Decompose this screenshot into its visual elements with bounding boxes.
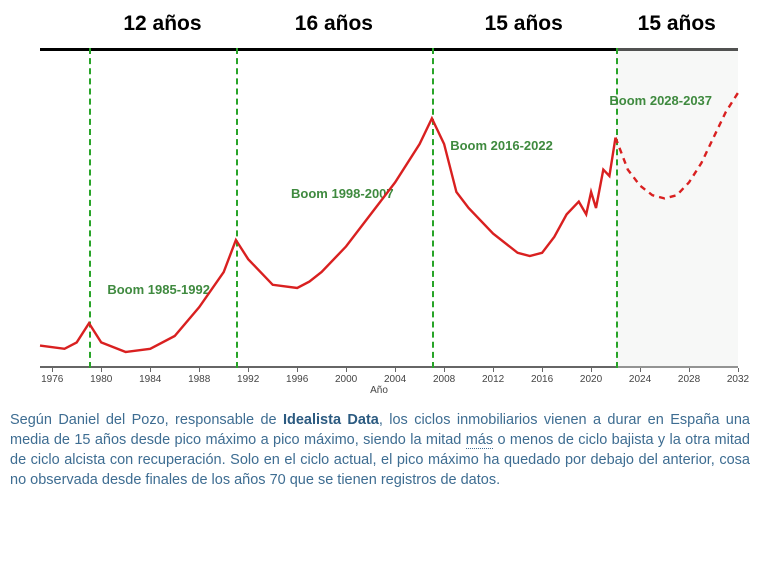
- cycle-chart: 12 años16 años15 años15 años Boom 1985-1…: [0, 0, 758, 400]
- x-tick-label: 2032: [727, 374, 749, 385]
- x-tick-mark: [444, 368, 445, 372]
- caption-prefix: Según Daniel del Pozo, responsable de: [10, 412, 283, 428]
- period-label: 15 años: [485, 12, 563, 36]
- caption-paragraph: Según Daniel del Pozo, responsable de Id…: [10, 410, 750, 490]
- x-tick-mark: [542, 368, 543, 372]
- x-tick-label: 1992: [237, 374, 259, 385]
- x-tick-mark: [640, 368, 641, 372]
- x-tick-label: 2028: [678, 374, 700, 385]
- period-label: 15 años: [638, 12, 716, 36]
- x-tick-label: 1980: [90, 374, 112, 385]
- x-tick-label: 2020: [580, 374, 602, 385]
- x-tick-mark: [395, 368, 396, 372]
- x-tick-mark: [591, 368, 592, 372]
- x-tick-label: 1976: [41, 374, 63, 385]
- x-tick-label: 1996: [286, 374, 308, 385]
- x-tick-mark: [199, 368, 200, 372]
- x-tick-mark: [150, 368, 151, 372]
- line-series: [40, 48, 738, 368]
- x-tick-mark: [738, 368, 739, 372]
- x-axis-title: Año: [370, 385, 388, 396]
- x-tick-label: 2024: [629, 374, 651, 385]
- x-tick-label: 2008: [433, 374, 455, 385]
- x-tick-label: 1984: [139, 374, 161, 385]
- x-tick-label: 2004: [384, 374, 406, 385]
- x-tick-mark: [689, 368, 690, 372]
- x-tick-mark: [346, 368, 347, 372]
- period-label: 16 años: [295, 12, 373, 36]
- x-tick-label: 1988: [188, 374, 210, 385]
- x-tick-label: 2016: [531, 374, 553, 385]
- caption-bold: Idealista Data: [283, 412, 379, 428]
- x-tick-mark: [493, 368, 494, 372]
- period-label: 12 años: [123, 12, 201, 36]
- caption-underlined: más: [466, 432, 493, 449]
- x-tick-label: 2012: [482, 374, 504, 385]
- x-tick-mark: [248, 368, 249, 372]
- x-tick-mark: [52, 368, 53, 372]
- x-tick-label: 2000: [335, 374, 357, 385]
- x-axis-ticks: 1976 1980 1984 1988 1992 1996 2000 2004 2008 2012…: [40, 370, 738, 390]
- x-tick-mark: [297, 368, 298, 372]
- x-tick-mark: [101, 368, 102, 372]
